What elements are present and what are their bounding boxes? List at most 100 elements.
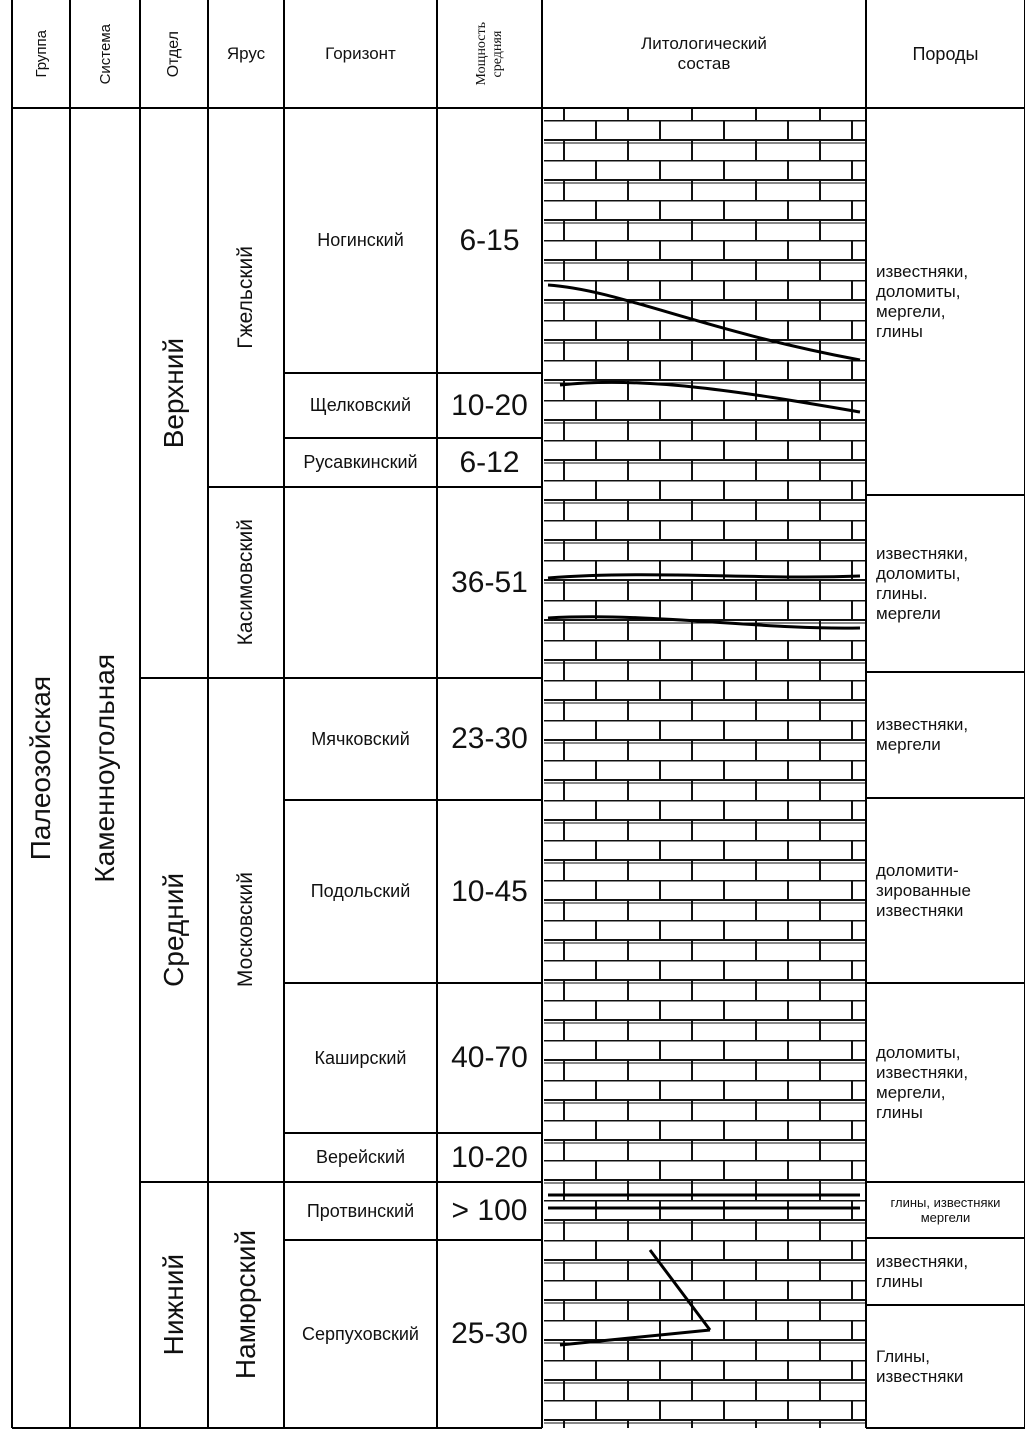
rocks: Глины,известняки [866,1305,1025,1428]
text-line: 10-20 [451,389,528,423]
grid-line [283,0,285,1428]
text-line: Группа [33,30,50,78]
text-line: Касимовский [234,519,258,645]
thickness: 6-12 [437,438,542,487]
stage-text: Московский [234,872,258,987]
group: Палеозойская [12,108,70,1428]
group-text: Палеозойская [25,676,57,860]
thickness: 10-45 [437,800,542,983]
text-line: 40-70 [451,1041,528,1075]
horizon: Щелковский [284,373,437,438]
text-line: Система [97,24,114,84]
text-line: Горизонт [325,44,396,64]
text-line: глины [876,322,968,342]
horizon-text: Ногинский [317,230,404,251]
text-line: мергели [876,735,968,755]
stage-text: Касимовский [234,519,258,645]
text-line: зированные [876,881,971,901]
text-line: глины [876,1103,968,1123]
horizon: Мячковский [284,678,437,800]
text-line: Ярус [227,44,265,64]
text-line: глины. [876,584,968,604]
thickness-text: 40-70 [451,1041,528,1075]
text-line: мергели, [876,1083,968,1103]
text-line: Мячковский [311,729,410,750]
horizon: Ногинский [284,108,437,373]
rocks-text: известняки,глины [876,1252,968,1292]
rocks: известняки,глины [866,1238,1025,1305]
thickness: 25-30 [437,1240,542,1428]
horizon: Русавкинский [284,438,437,487]
grid-line [865,0,867,1428]
text-line: 36-51 [451,566,528,600]
text-line: Верхний [158,338,190,448]
text-line: Мощность [474,22,490,85]
header-cell-text: Литологическийсостав [641,34,767,74]
rocks-text: доломиты,известняки,мергели,глины [876,1043,968,1123]
text-line: 23-30 [451,722,528,756]
stage: Московский [208,678,284,1182]
division-text: Средний [158,873,190,987]
text-line: 6-12 [459,446,519,480]
horizon-text: Русавкинский [303,452,417,473]
text-line: Подольский [311,881,411,902]
division: Нижний [140,1182,208,1428]
header-cell-text: Ярус [227,44,265,64]
stage-text: Гжельский [234,246,258,349]
division: Верхний [140,108,208,678]
text-line: Средний [158,873,190,987]
text-line: > 100 [452,1194,528,1228]
header-cell: Группа [12,0,70,108]
header-cell-text: Породы [912,44,978,65]
horizon-text: Подольский [311,881,411,902]
horizon-text: Протвинский [307,1201,414,1222]
horizon-text: Верейский [316,1147,405,1168]
division-text: Верхний [158,338,190,448]
text-line: доломиты, [876,1043,968,1063]
division-text: Нижний [158,1254,190,1355]
thickness-text: > 100 [452,1194,528,1228]
horizon-text: Мячковский [311,729,410,750]
text-line: известняки, [876,715,968,735]
text-line: 10-20 [451,1141,528,1175]
thickness-text: 10-45 [451,875,528,909]
horizon: Протвинский [284,1182,437,1240]
text-line: Глины, [876,1347,963,1367]
text-line: известняки, [876,1063,968,1083]
header-cell-text: Система [97,24,114,84]
thickness-text: 6-15 [459,224,519,258]
horizon [284,487,437,678]
horizon: Каширский [284,983,437,1133]
thickness-text: 36-51 [451,566,528,600]
text-line: Московский [234,872,258,987]
thickness-text: 10-20 [451,389,528,423]
thickness: 36-51 [437,487,542,678]
stage: Намюрский [208,1182,284,1428]
rocks: известняки,доломиты,глины.мергели [866,495,1025,672]
header-cell: Система [70,0,140,108]
rocks: известняки,доломиты,мергели,глины [866,108,1025,495]
text-line: Каширский [315,1048,407,1069]
horizon: Серпуховский [284,1240,437,1428]
header-cell: Горизонт [284,0,437,108]
thickness: > 100 [437,1182,542,1240]
header-cell: Ярус [208,0,284,108]
thickness-text: 23-30 [451,722,528,756]
text-line: 6-15 [459,224,519,258]
text-line: Нижний [158,1254,190,1355]
horizon: Подольский [284,800,437,983]
thickness-text: 10-20 [451,1141,528,1175]
text-line: Намюрский [230,1230,262,1379]
rocks-text: известняки,мергели [876,715,968,755]
division: Средний [140,678,208,1182]
header-cell-text: Отдел [165,31,183,77]
text-line: Каменноугольная [89,654,121,883]
text-line: известняки [876,1367,963,1387]
text-line: средняя [490,22,506,85]
thickness: 23-30 [437,678,542,800]
text-line: известняки, [876,544,968,564]
grid-line [11,0,13,1428]
stage-text: Намюрский [230,1230,262,1379]
